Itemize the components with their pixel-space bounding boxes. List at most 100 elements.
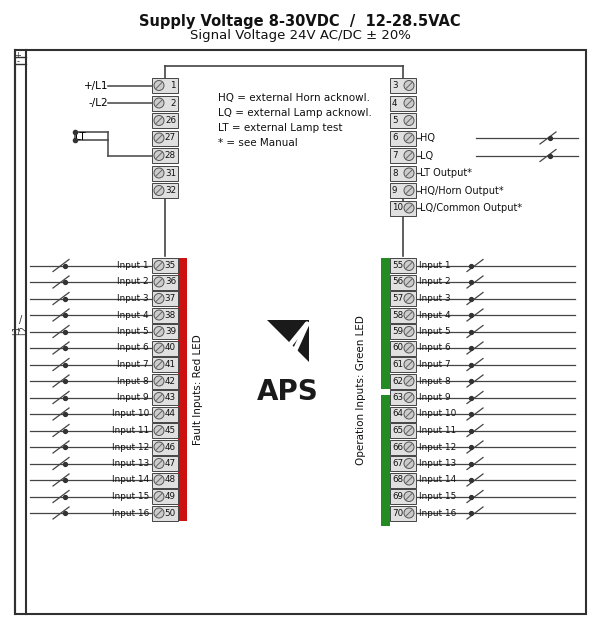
Bar bbox=[152, 472, 178, 487]
Text: 40: 40 bbox=[165, 343, 176, 353]
Text: Input 12: Input 12 bbox=[112, 443, 149, 451]
Circle shape bbox=[154, 425, 164, 435]
Bar bbox=[390, 148, 416, 163]
Bar bbox=[390, 456, 416, 471]
Bar bbox=[152, 440, 178, 454]
Circle shape bbox=[404, 168, 414, 178]
Bar bbox=[152, 407, 178, 422]
Text: 27: 27 bbox=[165, 133, 176, 143]
Bar bbox=[390, 275, 416, 290]
Bar bbox=[390, 505, 416, 521]
Text: 45: 45 bbox=[165, 426, 176, 435]
Text: 60: 60 bbox=[392, 343, 403, 353]
Circle shape bbox=[154, 360, 164, 370]
Bar bbox=[152, 505, 178, 521]
Text: LQ: LQ bbox=[420, 151, 433, 161]
Text: 46: 46 bbox=[165, 443, 176, 451]
Text: HQ: HQ bbox=[420, 133, 435, 143]
Bar bbox=[390, 357, 416, 372]
Circle shape bbox=[404, 277, 414, 287]
Text: 64: 64 bbox=[392, 409, 403, 419]
Text: * = see Manual: * = see Manual bbox=[218, 138, 298, 148]
Circle shape bbox=[404, 310, 414, 320]
Bar bbox=[390, 489, 416, 504]
Text: 42: 42 bbox=[165, 376, 176, 386]
Bar bbox=[178, 258, 187, 521]
Text: Input 6: Input 6 bbox=[419, 343, 451, 353]
Circle shape bbox=[404, 343, 414, 353]
Bar bbox=[152, 357, 178, 372]
Bar bbox=[390, 113, 416, 128]
Circle shape bbox=[404, 185, 414, 195]
Polygon shape bbox=[267, 320, 309, 362]
Text: 35: 35 bbox=[165, 261, 176, 270]
Bar bbox=[390, 440, 416, 454]
Circle shape bbox=[404, 360, 414, 370]
Bar bbox=[390, 308, 416, 322]
Text: Input 14: Input 14 bbox=[419, 476, 456, 484]
Text: Input 2: Input 2 bbox=[419, 278, 451, 286]
Bar bbox=[390, 291, 416, 306]
Bar bbox=[152, 324, 178, 339]
Bar bbox=[390, 258, 416, 273]
Circle shape bbox=[404, 475, 414, 485]
Circle shape bbox=[154, 115, 164, 125]
Text: 1: 1 bbox=[170, 81, 176, 90]
Text: 66: 66 bbox=[392, 443, 403, 451]
Text: 61: 61 bbox=[392, 360, 403, 369]
Circle shape bbox=[404, 392, 414, 402]
Circle shape bbox=[154, 442, 164, 452]
Text: Input 9: Input 9 bbox=[419, 393, 451, 402]
Text: LT: LT bbox=[75, 133, 86, 143]
Circle shape bbox=[154, 310, 164, 320]
Text: Input 13: Input 13 bbox=[419, 459, 456, 468]
Text: Input 4: Input 4 bbox=[419, 311, 451, 319]
Text: 65: 65 bbox=[392, 426, 403, 435]
Text: -/L2: -/L2 bbox=[88, 98, 108, 108]
Circle shape bbox=[404, 115, 414, 125]
Text: LQ = external Lamp acknowl.: LQ = external Lamp acknowl. bbox=[218, 108, 372, 118]
Text: LT = external Lamp test: LT = external Lamp test bbox=[218, 123, 343, 133]
Text: Input 7: Input 7 bbox=[118, 360, 149, 369]
Text: LT Output*: LT Output* bbox=[420, 168, 472, 178]
Circle shape bbox=[154, 343, 164, 353]
Circle shape bbox=[404, 98, 414, 108]
Text: 63: 63 bbox=[392, 393, 403, 402]
Text: Input 3: Input 3 bbox=[419, 294, 451, 303]
Bar bbox=[390, 95, 416, 110]
Text: 50: 50 bbox=[165, 508, 176, 518]
Circle shape bbox=[154, 508, 164, 518]
Text: LQ/Common Output*: LQ/Common Output* bbox=[420, 203, 522, 213]
Bar bbox=[152, 148, 178, 163]
Circle shape bbox=[404, 203, 414, 213]
Circle shape bbox=[404, 409, 414, 419]
Bar bbox=[390, 407, 416, 422]
Text: Input 6: Input 6 bbox=[118, 343, 149, 353]
Text: Input 14: Input 14 bbox=[112, 476, 149, 484]
Circle shape bbox=[154, 475, 164, 485]
Text: HQ = external Horn acknowl.: HQ = external Horn acknowl. bbox=[218, 93, 370, 103]
Bar bbox=[390, 78, 416, 93]
Bar bbox=[152, 113, 178, 128]
Bar bbox=[152, 456, 178, 471]
Text: 70: 70 bbox=[392, 508, 403, 518]
Circle shape bbox=[154, 168, 164, 178]
Text: 67: 67 bbox=[392, 459, 403, 468]
Bar bbox=[152, 423, 178, 438]
Text: 10: 10 bbox=[392, 203, 403, 213]
Bar bbox=[390, 373, 416, 389]
Text: 55: 55 bbox=[392, 261, 403, 270]
Bar bbox=[152, 489, 178, 504]
Bar bbox=[152, 340, 178, 355]
Circle shape bbox=[154, 151, 164, 161]
Text: 28: 28 bbox=[165, 151, 176, 160]
Bar bbox=[152, 275, 178, 290]
Text: Input 1: Input 1 bbox=[118, 261, 149, 270]
Text: L2: L2 bbox=[19, 325, 29, 335]
Bar bbox=[390, 166, 416, 180]
Text: 69: 69 bbox=[392, 492, 403, 501]
Circle shape bbox=[404, 508, 414, 518]
Circle shape bbox=[154, 392, 164, 402]
Circle shape bbox=[404, 376, 414, 386]
Circle shape bbox=[404, 133, 414, 143]
